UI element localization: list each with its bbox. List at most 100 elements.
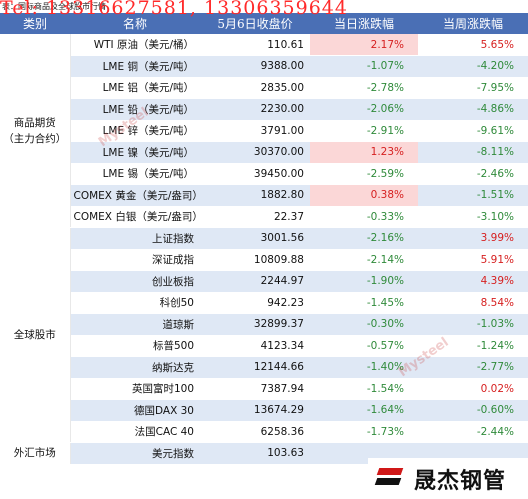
name-cell: 英国富时100 [70, 378, 200, 400]
table-row: 纳斯达克 12144.66 -1.40% -2.77% [0, 356, 528, 379]
table-row: LME 锌（美元/吨） 3791.00 -2.91% -9.61% [0, 120, 528, 142]
weekly-cell: -1.03% [418, 313, 528, 336]
name-cell: COMEX 白银（美元/盎司） [70, 206, 200, 228]
name-cell: 德国DAX 30 [70, 399, 200, 422]
header-row: 类别 名称 5月6日收盘价 当日涨跌幅 当周涨跌幅 [0, 13, 528, 34]
header-name: 名称 [70, 13, 200, 34]
table-row: LME 铝（美元/吨） 2835.00 -2.78% -7.95% [0, 77, 528, 99]
table-body: 商品期货 （主力合约） WTI 原油（美元/桶） 110.61 2.17% 5.65% LM… [0, 34, 528, 465]
daily-cell: -2.14% [310, 249, 418, 271]
header-weekly: 当周涨跌幅 [418, 13, 528, 34]
table-row: LME 镍（美元/吨） 30370.00 1.23% -8.11% [0, 141, 528, 164]
close-cell: 32899.37 [200, 313, 310, 336]
weekly-cell: -7.95% [418, 77, 528, 99]
market-table: 类别 名称 5月6日收盘价 当日涨跌幅 当周涨跌幅 商品期货 （主力合约） WTI … [0, 13, 528, 465]
daily-cell: -1.64% [310, 399, 418, 422]
daily-cell: -1.45% [310, 292, 418, 314]
header-close: 5月6日收盘价 [200, 13, 310, 34]
header-daily: 当日涨跌幅 [310, 13, 418, 34]
daily-cell: -2.06% [310, 98, 418, 121]
table-row: 标普500 4123.34 -0.57% -1.24% [0, 335, 528, 357]
weekly-cell: -0.60% [418, 399, 528, 422]
table-row: COMEX 黄金（美元/盎司） 1882.80 0.38% -1.51% [0, 184, 528, 207]
close-cell: 13674.29 [200, 399, 310, 422]
close-cell: 39450.00 [200, 163, 310, 185]
weekly-cell: 8.54% [418, 292, 528, 314]
table-row: LME 铅（美元/吨） 2230.00 -2.06% -4.86% [0, 98, 528, 121]
daily-cell: -1.40% [310, 356, 418, 379]
weekly-cell: 4.39% [418, 270, 528, 293]
name-cell: LME 镍（美元/吨） [70, 141, 200, 164]
table-row: 道琼斯 32899.37 -0.30% -1.03% [0, 313, 528, 336]
weekly-cell: -2.46% [418, 163, 528, 185]
daily-cell: -1.07% [310, 55, 418, 78]
weekly-cell: -8.11% [418, 141, 528, 164]
category-cell: 全球股市 [0, 227, 71, 443]
daily-cell: 2.17% [310, 34, 418, 56]
table-row: 深证成指 10809.88 -2.14% 5.91% [0, 249, 528, 271]
name-cell: WTI 原油（美元/桶） [70, 34, 200, 56]
name-cell: LME 铜（美元/吨） [70, 55, 200, 78]
daily-cell: -2.78% [310, 77, 418, 99]
name-cell: LME 铅（美元/吨） [70, 98, 200, 121]
table-row: LME 锡（美元/吨） 39450.00 -2.59% -2.46% [0, 163, 528, 185]
weekly-cell: 0.02% [418, 378, 528, 400]
daily-cell: -0.33% [310, 206, 418, 228]
close-cell: 30370.00 [200, 141, 310, 164]
weekly-cell: 3.99% [418, 227, 528, 250]
weekly-cell: -4.86% [418, 98, 528, 121]
daily-cell: -0.57% [310, 335, 418, 357]
brand-logo: 晟杰钢管 [368, 458, 528, 499]
close-cell: 942.23 [200, 292, 310, 314]
close-cell: 2835.00 [200, 77, 310, 99]
category-cell: 商品期货 （主力合约） [0, 34, 71, 228]
close-cell: 12144.66 [200, 356, 310, 379]
table-row: 商品期货 （主力合约） WTI 原油（美元/桶） 110.61 2.17% 5.65% [0, 34, 528, 228]
name-cell: 深证成指 [70, 249, 200, 271]
weekly-cell: -4.20% [418, 55, 528, 78]
daily-cell: -1.54% [310, 378, 418, 400]
name-cell: 道琼斯 [70, 313, 200, 336]
daily-cell: -2.16% [310, 227, 418, 250]
name-cell: 美元指数 [70, 442, 200, 465]
category-cell: 外汇市场 [0, 442, 71, 465]
table-row: 科创50 942.23 -1.45% 8.54% [0, 292, 528, 314]
close-cell: 3001.56 [200, 227, 310, 250]
table-row: 法国CAC 40 6258.36 -1.73% -2.44% [0, 421, 528, 443]
close-cell: 110.61 [200, 34, 310, 56]
table-row: 德国DAX 30 13674.29 -1.64% -0.60% [0, 399, 528, 422]
close-cell: 2244.97 [200, 270, 310, 293]
table-row: 创业板指 2244.97 -1.90% 4.39% [0, 270, 528, 293]
daily-cell: 1.23% [310, 141, 418, 164]
brand-logo-icon [374, 466, 408, 492]
close-cell: 3791.00 [200, 120, 310, 142]
weekly-cell: 5.91% [418, 249, 528, 271]
name-cell: COMEX 黄金（美元/盎司） [70, 184, 200, 207]
name-cell: LME 锡（美元/吨） [70, 163, 200, 185]
daily-cell: -1.90% [310, 270, 418, 293]
table-row: 全球股市 上证指数 3001.56 -2.16% 3.99% [0, 227, 528, 443]
name-cell: 标普500 [70, 335, 200, 357]
close-cell: 6258.36 [200, 421, 310, 443]
name-cell: 科创50 [70, 292, 200, 314]
close-cell: 4123.34 [200, 335, 310, 357]
close-cell: 9388.00 [200, 55, 310, 78]
header-category: 类别 [0, 13, 70, 34]
table-row: 英国富时100 7387.94 -1.54% 0.02% [0, 378, 528, 400]
name-cell: LME 铝（美元/吨） [70, 77, 200, 99]
daily-cell: -2.91% [310, 120, 418, 142]
close-cell: 10809.88 [200, 249, 310, 271]
close-cell: 22.37 [200, 206, 310, 228]
weekly-cell: -2.77% [418, 356, 528, 379]
weekly-cell: -1.51% [418, 184, 528, 207]
weekly-cell: -1.24% [418, 335, 528, 357]
weekly-cell: -9.61% [418, 120, 528, 142]
name-cell: 创业板指 [70, 270, 200, 293]
table-row: LME 铜（美元/吨） 9388.00 -1.07% -4.20% [0, 55, 528, 78]
close-cell: 1882.80 [200, 184, 310, 207]
close-cell: 103.63 [200, 442, 310, 465]
name-cell: 法国CAC 40 [70, 421, 200, 443]
weekly-cell: 5.65% [418, 34, 528, 56]
daily-cell: -2.59% [310, 163, 418, 185]
name-cell: 上证指数 [70, 227, 200, 250]
